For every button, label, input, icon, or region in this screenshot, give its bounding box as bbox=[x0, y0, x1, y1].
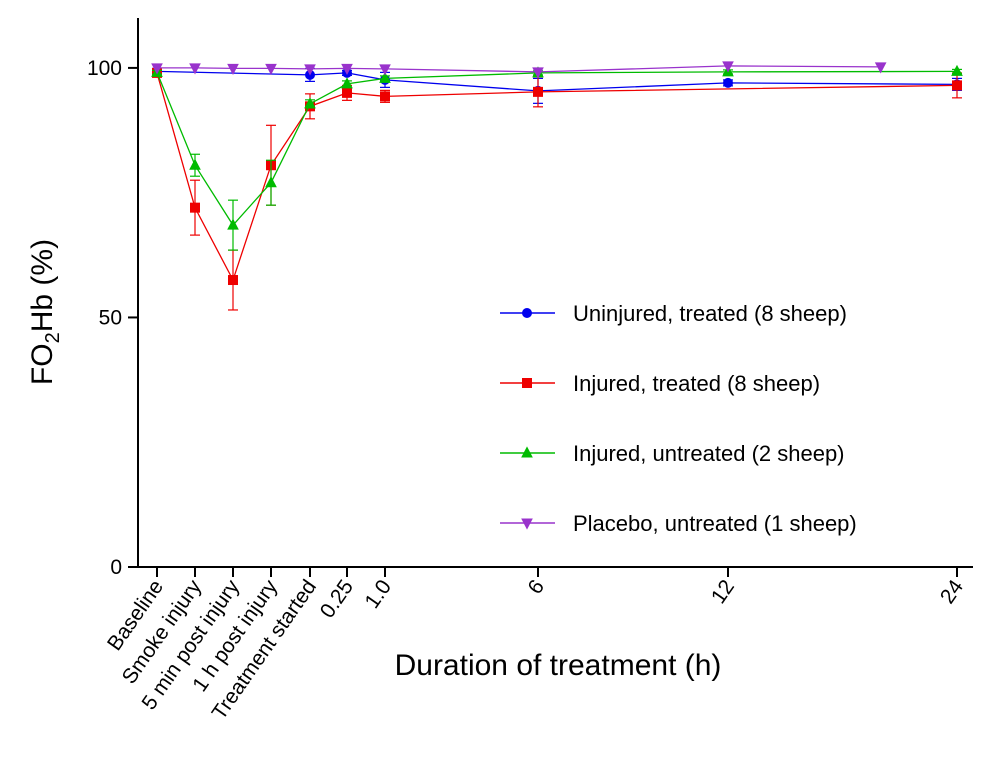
legend-label: Injured, untreated (2 sheep) bbox=[573, 441, 845, 466]
data-point bbox=[380, 91, 390, 102]
y-tick-label: 0 bbox=[110, 556, 122, 579]
data-point bbox=[951, 64, 963, 76]
legend-label: Injured, treated (8 sheep) bbox=[573, 371, 820, 396]
data-point bbox=[723, 77, 733, 88]
data-point bbox=[532, 67, 544, 79]
x-tick-label: 24 bbox=[936, 575, 968, 608]
legend-item: Uninjured, treated (8 sheep) bbox=[500, 301, 847, 326]
y-axis-title-main: FO bbox=[26, 343, 59, 385]
series-line bbox=[156, 70, 958, 227]
data-point bbox=[265, 63, 277, 75]
y-axis-title: FO2Hb (%) bbox=[26, 239, 64, 385]
legend-marker bbox=[521, 446, 533, 458]
data-point bbox=[227, 63, 239, 75]
data-point bbox=[379, 64, 391, 76]
legend-item: Injured, untreated (2 sheep) bbox=[500, 441, 845, 466]
legend-marker bbox=[521, 518, 533, 530]
data-point bbox=[190, 202, 200, 213]
y-ticks: 0 50 100 bbox=[87, 57, 138, 579]
legend-item: Injured, treated (8 sheep) bbox=[500, 371, 820, 396]
legend-label: Uninjured, treated (8 sheep) bbox=[573, 301, 847, 326]
data-point bbox=[874, 62, 887, 74]
y-tick-label: 50 bbox=[99, 306, 122, 329]
axes bbox=[137, 18, 973, 568]
y-axis-title-subscript: 2 bbox=[42, 332, 64, 343]
data-point bbox=[189, 158, 201, 170]
data-point bbox=[304, 64, 316, 76]
x-tick-label: 1.0 bbox=[361, 576, 397, 613]
data-point bbox=[722, 61, 734, 73]
series-3 bbox=[151, 64, 963, 251]
series-line bbox=[156, 72, 958, 282]
legend: Uninjured, treated (8 sheep) Injured, tre… bbox=[500, 301, 857, 536]
data-point bbox=[533, 86, 543, 97]
legend-label: Placebo, untreated (1 sheep) bbox=[573, 511, 857, 536]
series-line bbox=[157, 65, 881, 73]
data-point bbox=[341, 77, 353, 89]
x-tick-label: 0.25 bbox=[316, 576, 358, 623]
legend-item: Placebo, untreated (1 sheep) bbox=[500, 511, 857, 536]
series bbox=[151, 61, 963, 311]
legend-marker bbox=[522, 308, 532, 318]
series-line bbox=[156, 70, 958, 92]
data-point bbox=[227, 218, 239, 230]
series-2 bbox=[152, 67, 962, 311]
data-point bbox=[265, 176, 277, 188]
data-point bbox=[304, 97, 316, 109]
data-point bbox=[228, 275, 238, 286]
data-point bbox=[379, 71, 391, 83]
y-tick-label: 100 bbox=[87, 57, 122, 80]
series-4 bbox=[151, 61, 887, 79]
legend-marker bbox=[522, 378, 532, 388]
data-point bbox=[341, 63, 353, 75]
data-point bbox=[342, 87, 352, 98]
data-point bbox=[952, 80, 962, 91]
x-tick-label: 6 bbox=[524, 576, 550, 599]
y-axis-title-rest: Hb (%) bbox=[26, 239, 59, 332]
data-point bbox=[189, 63, 201, 75]
data-point bbox=[151, 63, 163, 75]
x-tick-label: 12 bbox=[707, 576, 739, 608]
x-axis-title: Duration of treatment (h) bbox=[395, 649, 722, 682]
